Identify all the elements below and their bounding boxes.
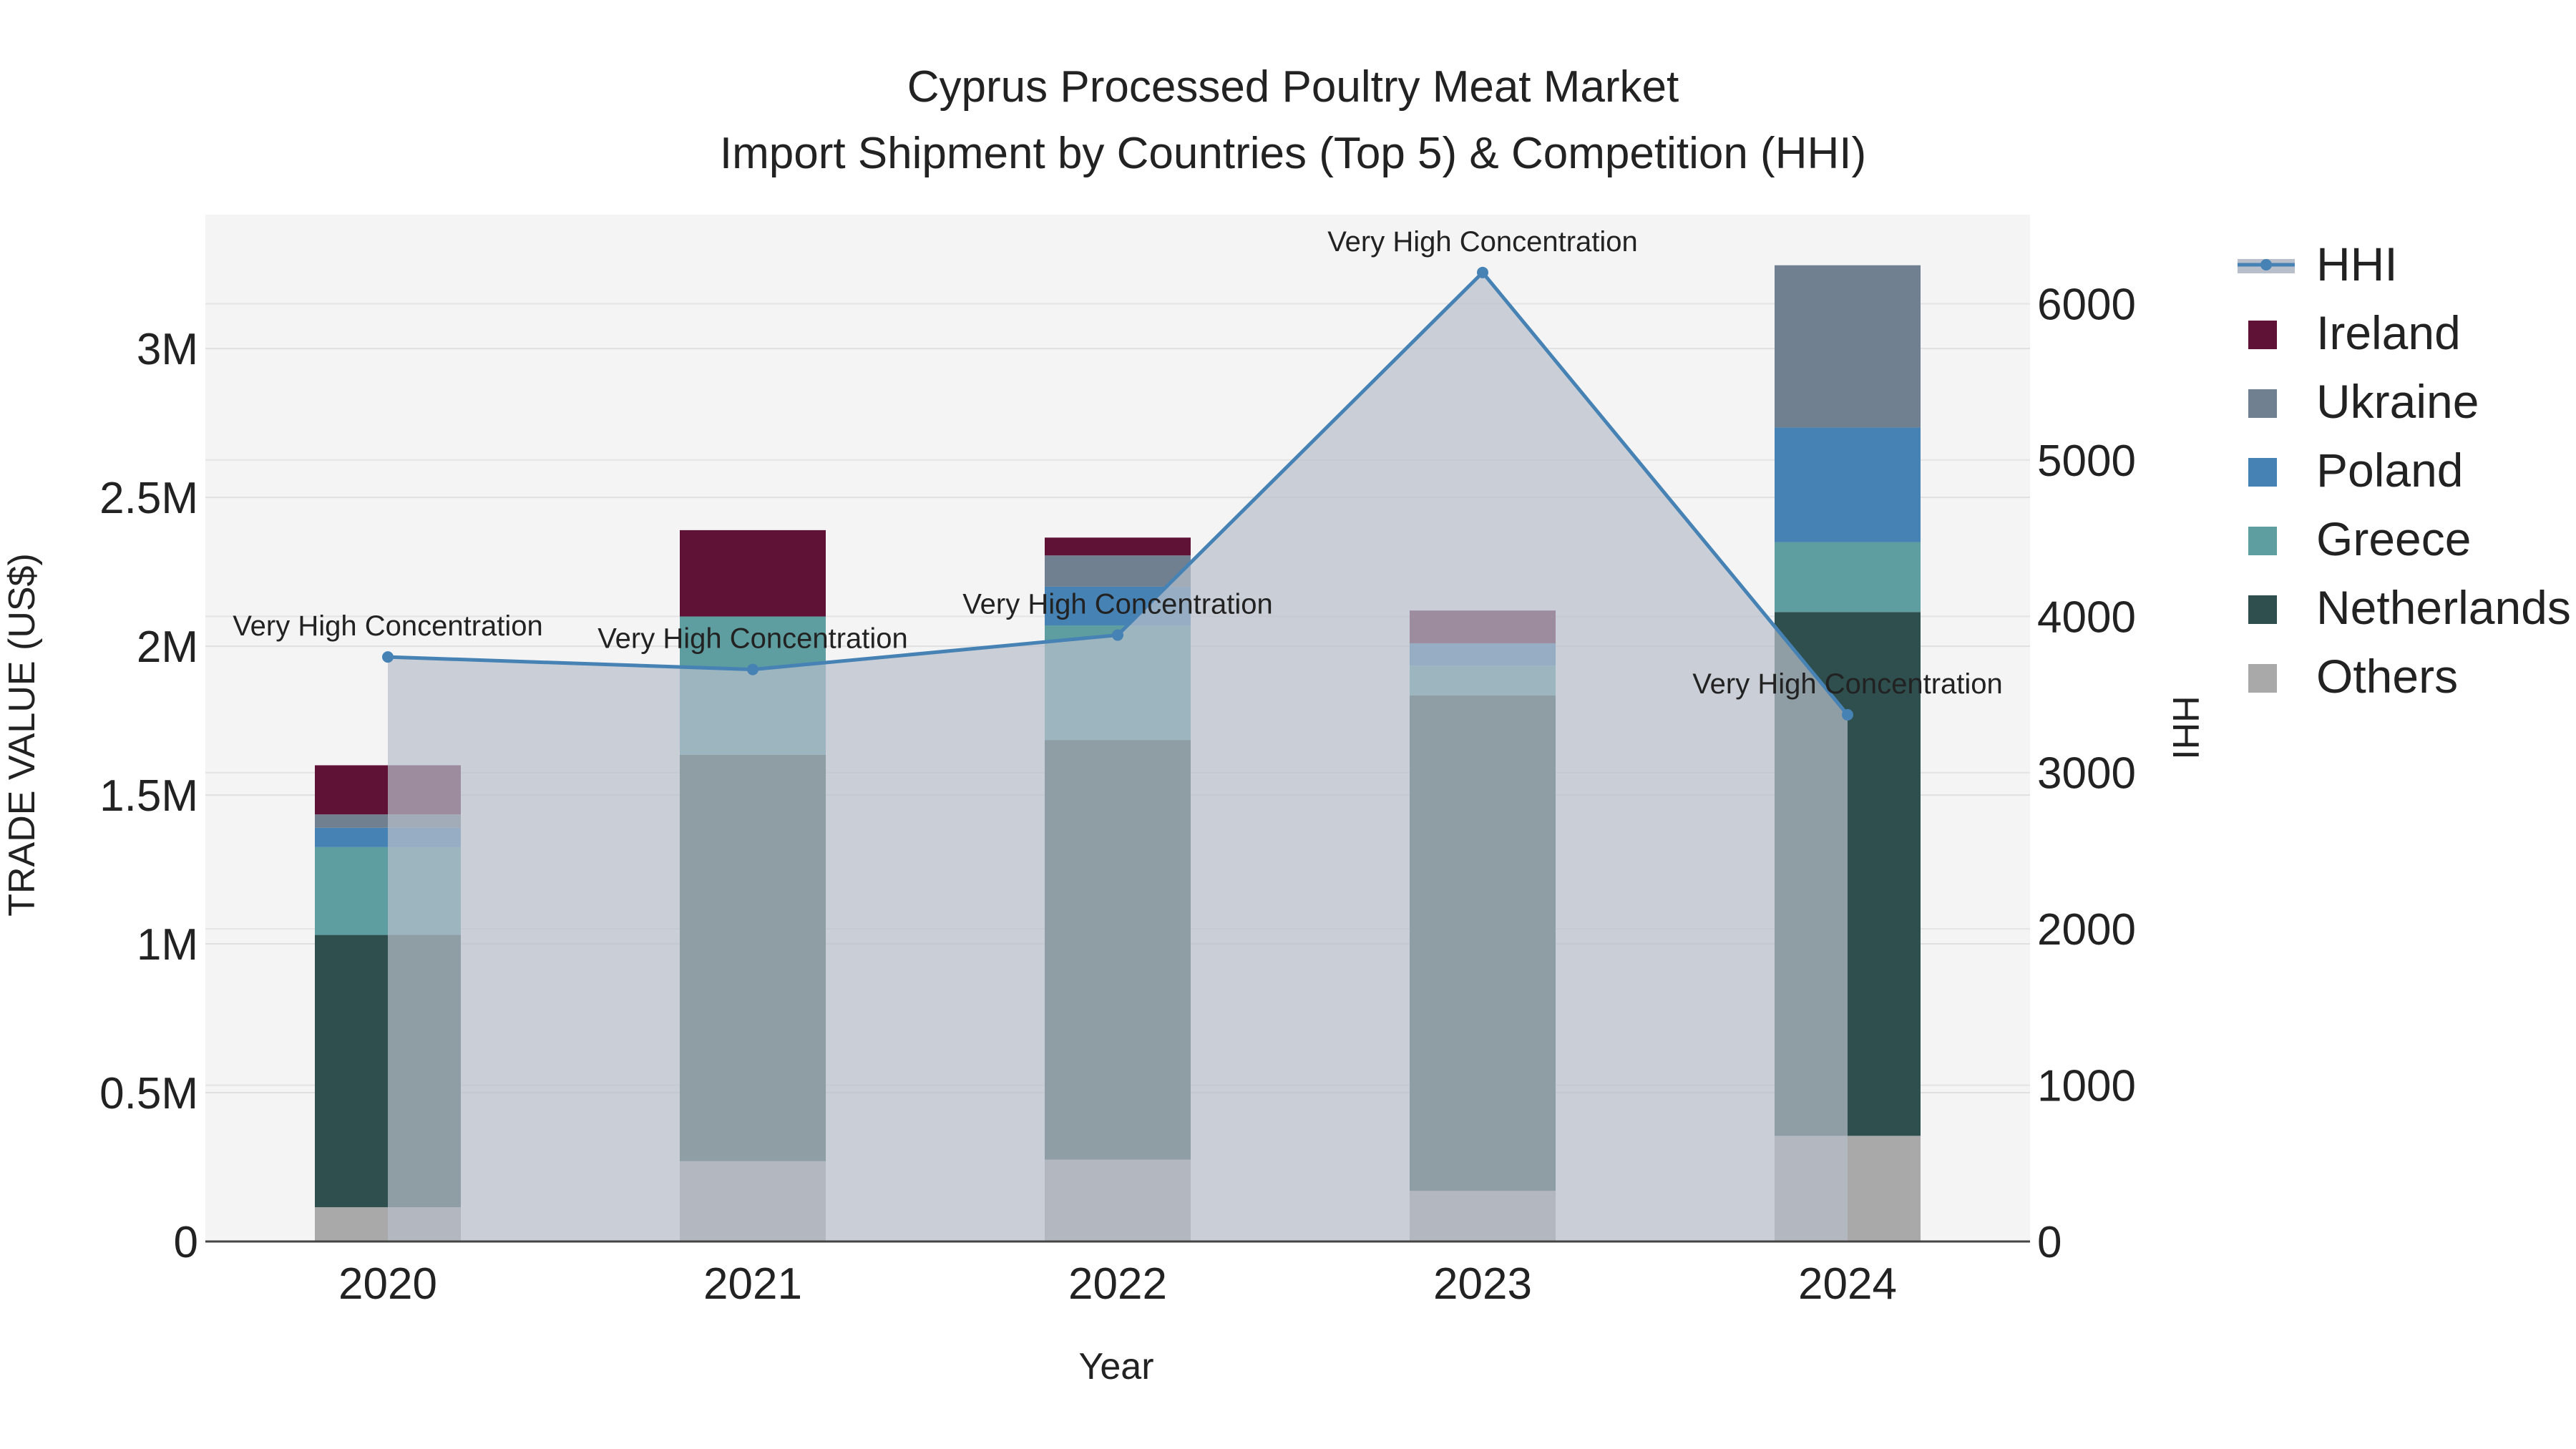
legend: HHI Ireland Ukraine Poland Greece Netherlands… bbox=[2238, 238, 2571, 703]
legend-label-others: Others bbox=[2316, 650, 2458, 703]
y2-tick-4000: 4000 bbox=[2037, 592, 2136, 642]
legend-item-greece[interactable]: Greece bbox=[2248, 512, 2471, 565]
legend-item-ukraine[interactable]: Ukraine bbox=[2248, 375, 2479, 428]
hhi-marker-2024[interactable] bbox=[1842, 708, 1853, 721]
x-tick-2024: 2024 bbox=[1798, 1259, 1897, 1309]
bar-poland-2024[interactable] bbox=[1775, 427, 1921, 542]
y2-tick-5000: 5000 bbox=[2037, 436, 2136, 486]
x-tick-2022: 2022 bbox=[1068, 1259, 1167, 1309]
x-axis-title: Year bbox=[1078, 1346, 1153, 1387]
y2-tick-3000: 3000 bbox=[2037, 749, 2136, 799]
legend-item-netherlands[interactable]: Netherlands bbox=[2248, 581, 2571, 634]
bar-ukraine-2024[interactable] bbox=[1775, 265, 1921, 428]
legend-item-poland[interactable]: Poland bbox=[2248, 444, 2464, 497]
y2-axis-title: HHI bbox=[2165, 696, 2206, 760]
legend-label-ukraine: Ukraine bbox=[2316, 375, 2479, 428]
y-tick-1m: 1M bbox=[137, 920, 198, 970]
hhi-annotation-2022: Very High Concentration bbox=[962, 589, 1273, 620]
legend-label-hhi: HHI bbox=[2316, 238, 2398, 291]
legend-label-ireland: Ireland bbox=[2316, 306, 2461, 359]
hhi-area-fill bbox=[388, 272, 1848, 1241]
hhi-marker-2021[interactable] bbox=[747, 663, 758, 675]
hhi-annotation-2024: Very High Concentration bbox=[1692, 668, 2003, 700]
bar-greece-2024[interactable] bbox=[1775, 542, 1921, 613]
y-tick-0-5m: 0.5M bbox=[99, 1069, 198, 1118]
chart-subtitle: Import Shipment by Countries (Top 5) & C… bbox=[720, 129, 1866, 178]
legend-swatch-ukraine bbox=[2248, 389, 2277, 418]
x-tick-2020: 2020 bbox=[338, 1259, 437, 1309]
legend-label-greece: Greece bbox=[2316, 512, 2471, 565]
y2-tick-0: 0 bbox=[2037, 1218, 2062, 1267]
hhi-annotation-2020: Very High Concentration bbox=[233, 610, 543, 642]
y2-tick-1000: 1000 bbox=[2037, 1062, 2136, 1111]
legend-label-poland: Poland bbox=[2316, 444, 2464, 497]
legend-swatch-greece bbox=[2248, 527, 2277, 555]
legend-item-others[interactable]: Others bbox=[2248, 650, 2458, 703]
x-tick-2021: 2021 bbox=[703, 1259, 802, 1309]
y-tick-0: 0 bbox=[174, 1218, 198, 1267]
legend-swatch-netherlands bbox=[2248, 595, 2277, 624]
legend-label-netherlands: Netherlands bbox=[2316, 581, 2571, 634]
hhi-annotation-2021: Very High Concentration bbox=[597, 623, 908, 655]
y-tick-1-5m: 1.5M bbox=[99, 771, 198, 821]
y-tick-2-5m: 2.5M bbox=[99, 474, 198, 523]
legend-marker-hhi bbox=[2260, 259, 2272, 270]
legend-swatch-others bbox=[2248, 664, 2277, 693]
hhi-marker-2020[interactable] bbox=[382, 651, 394, 663]
legend-swatch-ireland bbox=[2248, 321, 2277, 349]
y-tick-3m: 3M bbox=[137, 325, 198, 374]
axes: 0 0.5M 1M 1.5M 2M 2.5M 3M 0 1000 2000 3000 4000 5000… bbox=[99, 280, 2136, 1309]
legend-item-ireland[interactable]: Ireland bbox=[2248, 306, 2461, 359]
y2-tick-2000: 2000 bbox=[2037, 905, 2136, 955]
y2-tick-6000: 6000 bbox=[2037, 280, 2136, 329]
hhi-annotation-2023: Very High Concentration bbox=[1327, 226, 1638, 258]
hhi-marker-2022[interactable] bbox=[1112, 629, 1123, 641]
chart-title: Cyprus Processed Poultry Meat Market bbox=[907, 62, 1679, 112]
hhi-marker-2023[interactable] bbox=[1477, 266, 1488, 278]
hhi-line-layer: Very High Concentration Very High Concent… bbox=[233, 226, 2003, 721]
x-tick-2023: 2023 bbox=[1433, 1259, 1532, 1309]
bar-ireland-2022[interactable] bbox=[1045, 537, 1191, 556]
legend-item-hhi[interactable]: HHI bbox=[2238, 238, 2398, 291]
y-tick-2m: 2M bbox=[137, 623, 198, 672]
y-axis-title: TRADE VALUE (US$) bbox=[1, 553, 43, 917]
bar-ireland-2021[interactable] bbox=[680, 530, 826, 617]
legend-swatch-poland bbox=[2248, 458, 2277, 487]
bar-ukraine-2022[interactable] bbox=[1045, 555, 1191, 587]
hhi-area bbox=[388, 272, 1848, 1241]
